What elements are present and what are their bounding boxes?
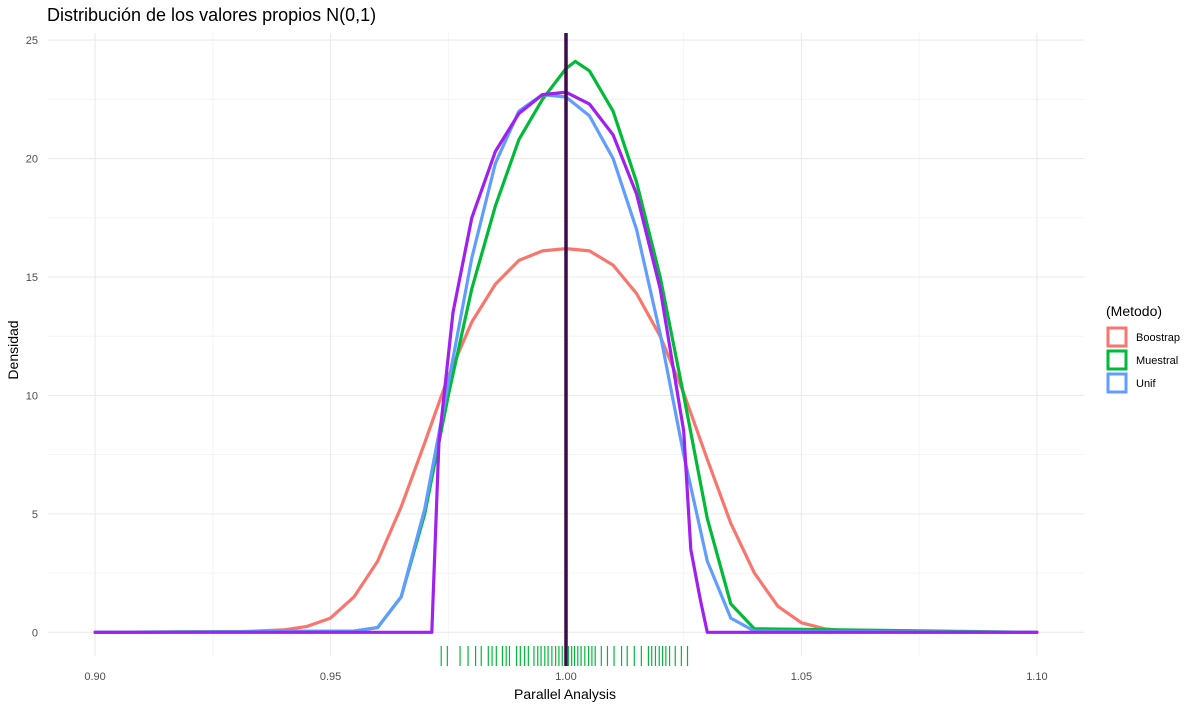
legend-key-muestral — [1106, 349, 1128, 371]
x-axis-title: Parallel Analysis — [514, 686, 616, 702]
legend-label-muestral: Muestral — [1136, 355, 1178, 367]
series-purple-line — [93, 90, 1039, 634]
x-tick-label: 0.95 — [320, 671, 341, 683]
y-tick-label: 0 — [32, 627, 38, 639]
legend: (Metodo) Boostrap Muestral Unif — [1106, 303, 1180, 394]
y-axis-title: Densidad — [5, 320, 21, 379]
chart-title: Distribución de los valores propios N(0,… — [47, 5, 376, 25]
y-tick-label: 20 — [26, 154, 38, 166]
legend-label-unif: Unif — [1136, 378, 1157, 390]
y-axis-ticks: 0 5 10 15 20 25 — [26, 35, 38, 639]
x-tick-label: 1.05 — [791, 671, 812, 683]
x-tick-label: 0.90 — [84, 671, 105, 683]
x-axis-ticks: 0.90 0.95 1.00 1.05 1.10 — [84, 671, 1047, 683]
x-tick-label: 1.10 — [1026, 671, 1047, 683]
legend-key-boostrap — [1106, 326, 1128, 348]
x-tick-label: 1.00 — [555, 671, 576, 683]
y-tick-label: 5 — [32, 509, 38, 521]
rug-marks — [440, 646, 689, 666]
legend-key-unif — [1106, 372, 1128, 394]
legend-title: (Metodo) — [1106, 303, 1162, 319]
y-tick-label: 25 — [26, 35, 38, 47]
y-tick-label: 15 — [26, 272, 38, 284]
legend-label-boostrap: Boostrap — [1136, 332, 1180, 344]
series-unif-line — [93, 92, 1039, 634]
legend-items: Boostrap Muestral Unif — [1106, 326, 1180, 394]
y-tick-label: 10 — [26, 390, 38, 402]
